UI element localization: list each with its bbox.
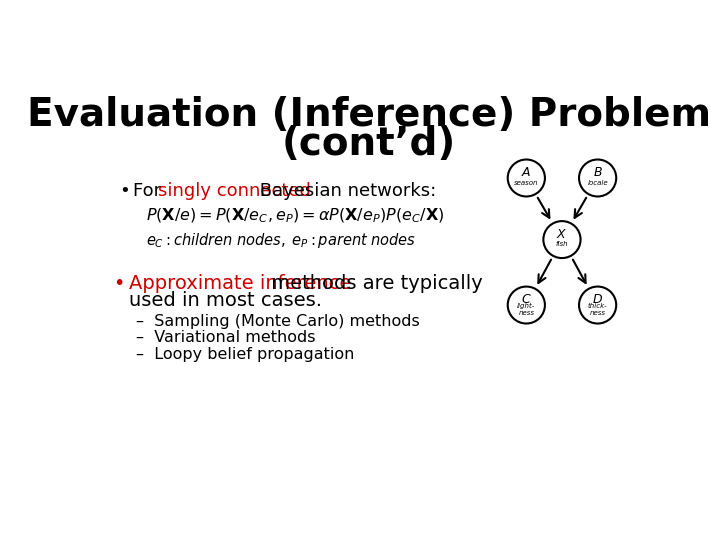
- Text: Bayesian networks:: Bayesian networks:: [254, 182, 436, 200]
- Text: light-
ness: light- ness: [517, 303, 536, 316]
- Text: locale: locale: [588, 180, 608, 186]
- Text: •: •: [113, 274, 125, 293]
- Text: thick-
ness: thick- ness: [588, 303, 608, 316]
- Text: –  Loopy belief propagation: – Loopy belief propagation: [137, 347, 355, 362]
- Text: –  Sampling (Monte Carlo) methods: – Sampling (Monte Carlo) methods: [137, 314, 420, 329]
- Text: –  Variational methods: – Variational methods: [137, 330, 316, 346]
- Text: Evaluation (Inference) Problem: Evaluation (Inference) Problem: [27, 96, 711, 133]
- Text: $P(\mathbf{X}/e) = P(\mathbf{X}/e_C, e_P) = \alpha P(\mathbf{X}/e_P) P(e_C/\math: $P(\mathbf{X}/e) = P(\mathbf{X}/e_C, e_P…: [145, 206, 444, 225]
- Text: Approximate inference: Approximate inference: [129, 274, 351, 293]
- Text: used in most cases.: used in most cases.: [129, 291, 322, 310]
- Circle shape: [579, 287, 616, 323]
- Text: For: For: [133, 182, 167, 200]
- Text: $\mathit{A}$: $\mathit{A}$: [521, 166, 531, 179]
- Circle shape: [508, 287, 545, 323]
- Text: $e_C : children\;nodes,\; e_P : parent\;nodes$: $e_C : children\;nodes,\; e_P : parent\;…: [145, 231, 416, 250]
- Text: season: season: [514, 180, 539, 186]
- Text: singly connected: singly connected: [158, 182, 310, 200]
- Circle shape: [508, 159, 545, 197]
- Text: (cont’d): (cont’d): [282, 125, 456, 163]
- Text: $\mathit{B}$: $\mathit{B}$: [593, 166, 603, 179]
- Text: $\mathit{X}$: $\mathit{X}$: [557, 228, 567, 241]
- Circle shape: [579, 159, 616, 197]
- Text: methods are typically: methods are typically: [266, 274, 483, 293]
- Text: $\mathit{C}$: $\mathit{C}$: [521, 293, 531, 306]
- Circle shape: [544, 221, 580, 258]
- Text: fish: fish: [556, 241, 568, 247]
- Text: •: •: [120, 182, 130, 200]
- Text: $\mathit{D}$: $\mathit{D}$: [592, 293, 603, 306]
